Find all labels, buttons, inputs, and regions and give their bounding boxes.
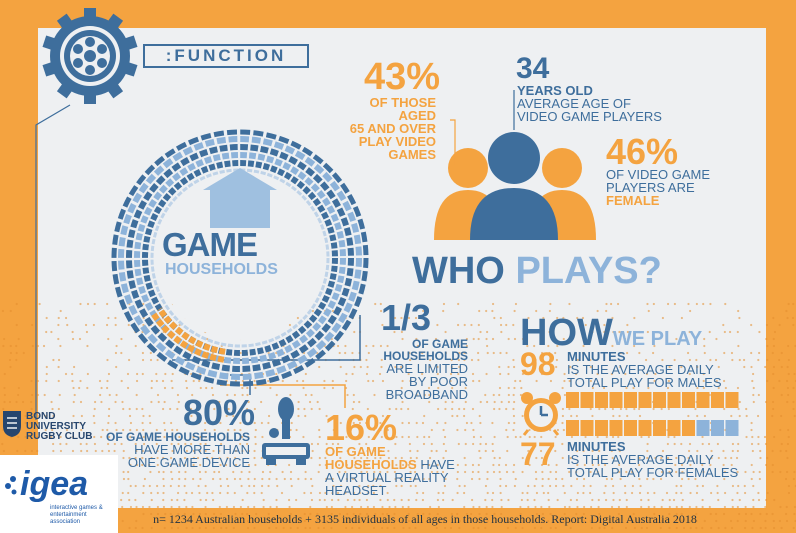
stat-65-line1: OF THOSE AGED — [369, 95, 436, 123]
devices-text: OF GAME HOUSEHOLDS HAVE MORE THAN ONE GA… — [96, 431, 250, 469]
how-we-play-heading: HOWWE PLAY — [520, 314, 702, 352]
males-line2: IS THE AVERAGE DAILY — [567, 362, 714, 377]
vr-line2a: HOUSEHOLDS — [325, 457, 417, 472]
bar-segment — [667, 420, 681, 436]
house-icon — [203, 168, 277, 228]
alarm-clock-icon — [521, 392, 561, 436]
game-title: GAME — [162, 226, 258, 263]
females-text: MINUTES IS THE AVERAGE DAILY TOTAL PLAY … — [567, 440, 738, 479]
females-line1: MINUTES — [567, 439, 626, 454]
females-line3: TOTAL PLAY FOR FEMALES — [567, 465, 739, 480]
bar-segment — [682, 392, 695, 408]
bar-segment — [653, 392, 666, 408]
how-word: HOW — [520, 312, 613, 354]
bar-segment — [595, 392, 608, 408]
play-time-bars — [566, 392, 739, 436]
who-word: WHO — [412, 250, 516, 292]
stat-female-line2: PLAYERS ARE — [606, 180, 695, 195]
bar-segment — [609, 392, 623, 408]
bond-line2: UNIVERSITY — [26, 421, 87, 432]
bar-segment — [696, 392, 710, 408]
bar-segment — [566, 420, 579, 436]
broadband-line2: HOUSEHOLDS — [383, 349, 468, 363]
stat-female-value: 46% — [606, 131, 679, 172]
devices-line1: OF GAME HOUSEHOLDS — [105, 430, 250, 444]
broadband-line1: OF GAME — [412, 337, 468, 351]
stat-age-line3: VIDEO GAME PLAYERS — [517, 109, 662, 124]
broadband-line5: BROADBAND — [385, 387, 468, 402]
males-value: 98 — [520, 346, 556, 382]
devices-value: 80% — [183, 392, 256, 433]
vr-line2b: HAVE — [416, 457, 455, 472]
bond-line3: RUGBY CLUB — [26, 431, 93, 442]
stat-age-line1: YEARS OLD — [517, 83, 593, 98]
vr-text: OF GAME HOUSEHOLDS HAVE A VIRTUAL REALIT… — [325, 445, 455, 497]
households-rings — [111, 129, 369, 387]
bar-segment — [595, 420, 608, 436]
bar-segment — [682, 420, 695, 436]
people-icon — [434, 90, 596, 240]
stat-female-text: OF VIDEO GAME PLAYERS ARE FEMALE — [606, 168, 710, 207]
bar-segment — [609, 420, 623, 436]
we-play-word: WE PLAY — [612, 328, 703, 350]
igea-sub2: entertainment association — [50, 512, 87, 525]
igea-logo: igea interactive games & entertainment a… — [0, 455, 118, 533]
males-text: MINUTES IS THE AVERAGE DAILY TOTAL PLAY … — [567, 350, 722, 389]
bar-segment — [725, 420, 739, 436]
footer-note: n= 1234 Australian households + 3135 ind… — [153, 512, 697, 526]
bar-segment — [711, 392, 724, 408]
bar-segment — [638, 392, 652, 408]
broadband-line4: BY POOR — [408, 374, 468, 389]
bar-segment — [653, 420, 666, 436]
males-bar — [566, 392, 739, 408]
vr-line3: A VIRTUAL REALITY — [325, 470, 449, 485]
stat-age-line2: AVERAGE AGE OF — [517, 96, 631, 111]
vr-line1: OF GAME — [325, 444, 386, 459]
page-title: :FUNCTION — [143, 44, 309, 68]
broadband-text: OF GAME HOUSEHOLDS ARE LIMITED BY POOR B… — [368, 338, 468, 401]
bond-line1: BOND — [26, 411, 56, 422]
males-line1: MINUTES — [567, 349, 626, 364]
igea-name: igea — [20, 465, 89, 503]
bar-segment — [624, 420, 637, 436]
who-plays-heading: WHO PLAYS? — [412, 252, 662, 290]
gear-icon — [42, 8, 138, 104]
bar-segment — [566, 392, 579, 408]
males-line3: TOTAL PLAY FOR MALES — [567, 375, 722, 390]
devices-line2: HAVE MORE THAN — [134, 442, 250, 457]
bar-segment — [580, 420, 594, 436]
females-value: 77 — [520, 436, 556, 472]
vr-line4: HEADSET — [325, 483, 387, 498]
stat-65-value: 43% — [364, 56, 441, 98]
females-line2: IS THE AVERAGE DAILY — [567, 452, 714, 467]
vr-value: 16% — [325, 407, 398, 448]
bar-segment — [624, 392, 637, 408]
plays-word: PLAYS? — [515, 250, 662, 292]
households-title: HOUSEHOLDS — [165, 261, 278, 278]
joystick-icon — [262, 397, 310, 465]
bar-segment — [667, 392, 681, 408]
stat-65-line4: GAMES — [388, 147, 436, 162]
dots-icon — [5, 476, 17, 495]
broadband-line3: ARE LIMITED — [386, 361, 468, 376]
igea-sub1: interactive games & — [50, 505, 103, 511]
bar-segment — [725, 392, 739, 408]
stat-female-line3: FEMALE — [606, 193, 660, 208]
bar-segment — [638, 420, 652, 436]
stat-65-text: OF THOSE AGED 65 AND OVER PLAY VIDEO GAM… — [336, 96, 436, 161]
stat-65-line3: PLAY VIDEO — [358, 134, 436, 149]
bar-segment — [696, 420, 710, 436]
stat-female-line1: OF VIDEO GAME — [606, 167, 711, 182]
bar-segment — [711, 420, 724, 436]
bond-university-logo: BOND UNIVERSITY RUGBY CLUB — [2, 410, 122, 450]
bar-segment — [580, 392, 594, 408]
broadband-value: 1/3 — [381, 297, 432, 338]
females-bar — [566, 420, 739, 436]
devices-line3: ONE GAME DEVICE — [127, 455, 250, 470]
stat-age-text: YEARS OLD AVERAGE AGE OF VIDEO GAME PLAY… — [517, 84, 662, 123]
stat-65-line2: 65 AND OVER — [349, 121, 436, 136]
stat-age-value: 34 — [516, 52, 550, 85]
shield-icon — [3, 411, 21, 437]
